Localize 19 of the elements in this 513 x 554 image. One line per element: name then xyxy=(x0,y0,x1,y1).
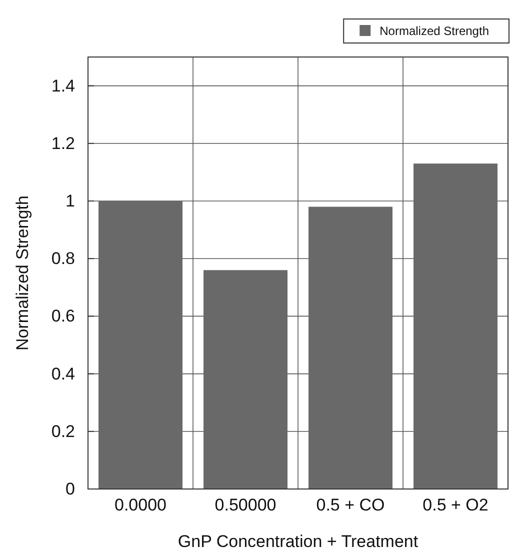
y-tick-label: 1 xyxy=(66,191,75,210)
x-tick-label: 0.5 + CO xyxy=(316,496,385,515)
x-axis-title: GnP Concentration + Treatment xyxy=(178,532,418,551)
y-tick-label: 1.4 xyxy=(51,76,75,96)
y-tick-label: 1.2 xyxy=(51,134,75,153)
x-tick-label: 0.5 + O2 xyxy=(422,496,488,515)
y-tick-label: 0.2 xyxy=(51,422,75,441)
bar xyxy=(308,206,392,489)
bar xyxy=(414,164,498,489)
x-tick-label: 0.0000 xyxy=(114,496,166,515)
x-tick-label: 0.50000 xyxy=(214,496,276,515)
y-tick-label: 0.4 xyxy=(51,364,75,384)
bar xyxy=(204,270,288,489)
y-axis-title: Normalized Strength xyxy=(13,196,32,350)
y-tick-label: 0.8 xyxy=(51,249,75,268)
y-tick-label: 0 xyxy=(66,479,75,498)
y-tick-label: 0.6 xyxy=(51,306,75,326)
legend-label: Normalized Strength xyxy=(380,24,489,38)
bar xyxy=(98,201,182,489)
